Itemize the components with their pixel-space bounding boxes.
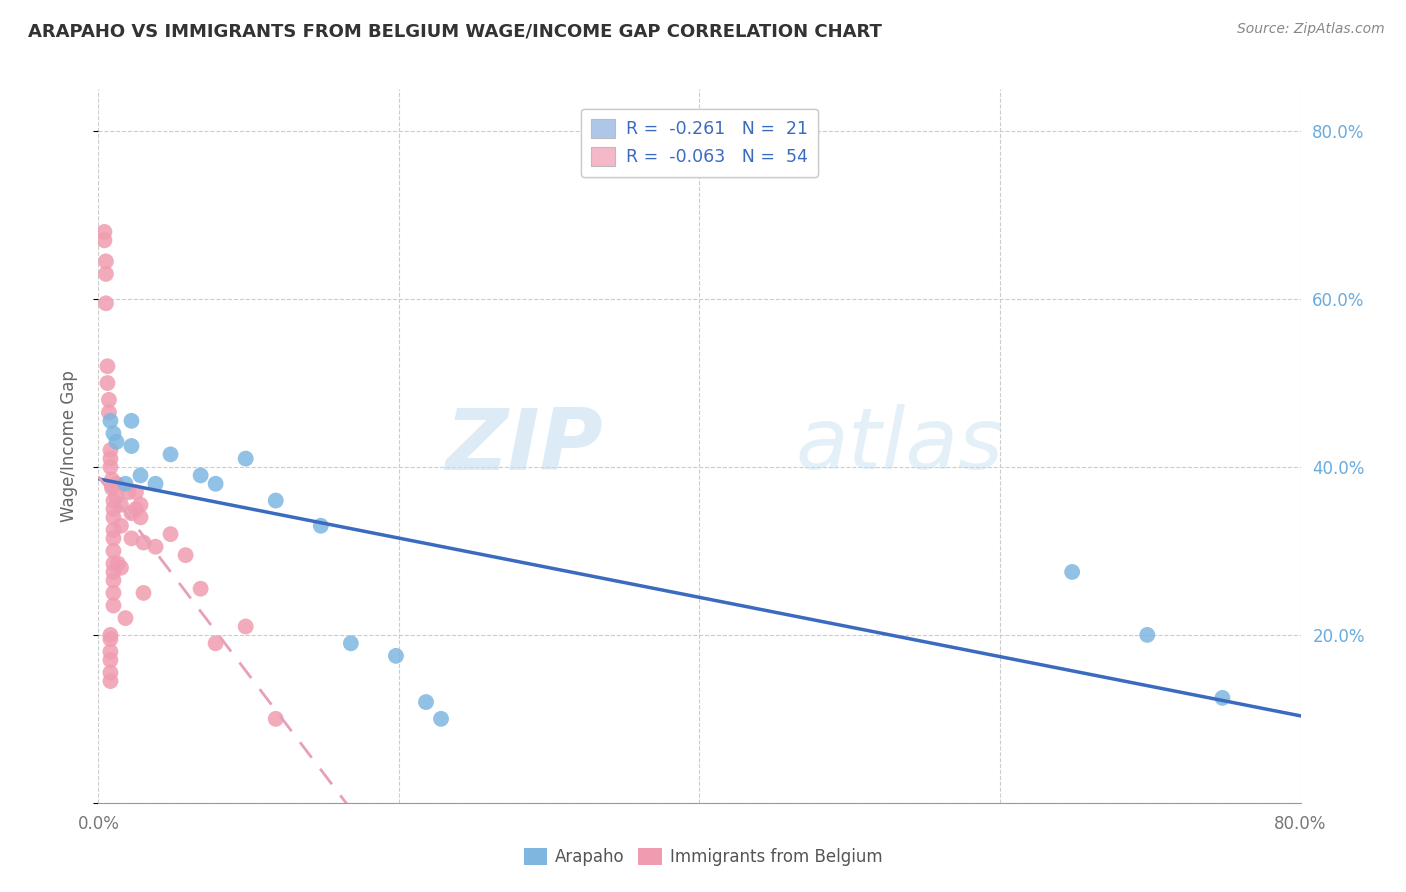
Point [415,695,437,709]
Point [101,481,124,495]
Point [103,523,125,537]
Point [103,532,125,546]
Point [100,665,122,680]
Point [97,392,120,407]
Point [117,485,139,500]
Point [100,460,122,475]
Point [110,498,132,512]
Point [145,476,167,491]
Point [190,582,212,596]
Legend: Arapaho, Immigrants from Belgium: Arapaho, Immigrants from Belgium [517,841,889,873]
Point [100,645,122,659]
Point [121,414,143,428]
Point [159,527,181,541]
Point [100,632,122,646]
Point [100,628,122,642]
Point [264,493,287,508]
Point [103,502,125,516]
Point [125,485,148,500]
Point [204,476,226,491]
Point [93,225,115,239]
Point [110,560,132,574]
Point [103,599,125,613]
Point [340,636,363,650]
Point [145,540,167,554]
Point [103,493,125,508]
Point [264,712,287,726]
Point [105,489,128,503]
Point [235,619,257,633]
Point [101,473,124,487]
Point [1062,565,1084,579]
Point [103,557,125,571]
Point [96,359,118,374]
Point [103,574,125,588]
Point [114,476,136,491]
Point [93,233,115,247]
Point [129,510,152,524]
Point [100,443,122,458]
Point [129,498,152,512]
Point [100,414,122,428]
Point [385,648,408,663]
Point [107,557,129,571]
Point [235,451,257,466]
Point [103,426,125,441]
Point [121,506,143,520]
Point [159,447,181,461]
Point [110,518,132,533]
Point [105,476,128,491]
Point [103,586,125,600]
Point [190,468,212,483]
Text: ARAPAHO VS IMMIGRANTS FROM BELGIUM WAGE/INCOME GAP CORRELATION CHART: ARAPAHO VS IMMIGRANTS FROM BELGIUM WAGE/… [28,22,882,40]
Point [94,296,117,310]
Point [97,405,120,419]
Y-axis label: Wage/Income Gap: Wage/Income Gap [59,370,77,522]
Text: Source: ZipAtlas.com: Source: ZipAtlas.com [1237,22,1385,37]
Point [132,535,155,549]
Point [430,712,453,726]
Point [125,502,148,516]
Legend: R =  -0.261   N =  21, R =  -0.063   N =  54: R = -0.261 N = 21, R = -0.063 N = 54 [581,109,818,177]
Point [1211,690,1233,705]
Point [114,611,136,625]
Point [103,510,125,524]
Point [129,468,152,483]
Point [174,548,197,562]
Point [204,636,226,650]
Point [132,586,155,600]
Text: ZIP: ZIP [446,404,603,488]
Point [121,532,143,546]
Text: atlas: atlas [796,404,1004,488]
Point [94,267,117,281]
Point [309,518,332,533]
Point [103,544,125,558]
Point [103,565,125,579]
Point [94,254,117,268]
Point [1136,628,1159,642]
Point [96,376,118,390]
Point [100,653,122,667]
Point [100,451,122,466]
Point [105,434,128,449]
Point [121,439,143,453]
Point [100,674,122,689]
